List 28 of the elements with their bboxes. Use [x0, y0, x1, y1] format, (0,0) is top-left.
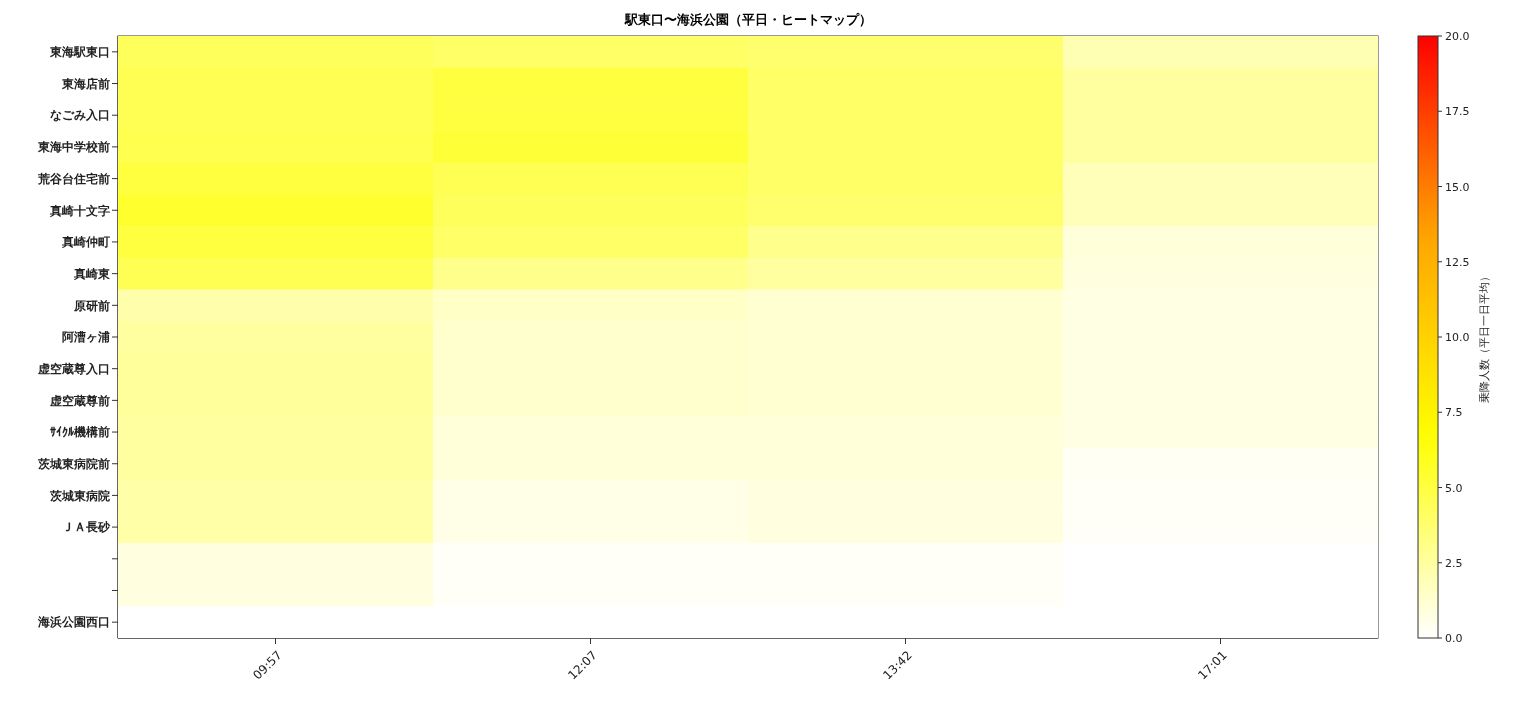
y-tick-label: 茨城東病院前 [37, 457, 110, 471]
y-tick-label: 茨城東病院 [49, 488, 110, 503]
y-tick-label: 真崎十文字 [49, 203, 110, 218]
color-bar-label: 5.0 [1445, 481, 1463, 495]
y-tick-label: ｻｲｸﾙ機構前 [50, 425, 110, 440]
y-tick-label: ＪＡ長砂 [62, 520, 111, 535]
color-bar-title: 乗降人数（平日一日平均） [1478, 271, 1491, 403]
chart-title: 駅東口〜海浜公園（平日・ヒートマップ） [623, 12, 872, 27]
y-tick-label: 原研前 [73, 298, 110, 313]
color-bar-label: 20.0 [1445, 30, 1470, 43]
y-tick-label: 虚空蔵尊前 [49, 393, 110, 408]
y-tick-label: 荒谷台住宅前 [37, 171, 110, 186]
color-bar-label: 17.5 [1445, 105, 1470, 119]
color-bar-label: 7.5 [1445, 406, 1463, 420]
y-tick-label: 海浜公園西口 [37, 615, 110, 630]
color-bar-label: 12.5 [1445, 255, 1470, 269]
color-bar-label: 0.0 [1445, 632, 1463, 645]
y-tick-label: なごみ入口 [50, 108, 110, 123]
y-tick-label: 真崎東 [73, 266, 111, 281]
color-bar-label: 2.5 [1445, 556, 1463, 570]
color-bar-label: 15.0 [1445, 180, 1470, 194]
y-tick-label: 東海中学校前 [37, 140, 110, 155]
y-tick-label: 東海駅東口 [49, 45, 110, 60]
y-tick-label: 虚空蔵尊入口 [37, 361, 110, 376]
y-tick-label: 東海店前 [61, 76, 110, 91]
color-bar-label: 10.0 [1445, 331, 1470, 344]
y-tick-label: 真崎仲町 [61, 235, 110, 250]
y-tick-label: 阿漕ヶ浦 [62, 330, 110, 345]
